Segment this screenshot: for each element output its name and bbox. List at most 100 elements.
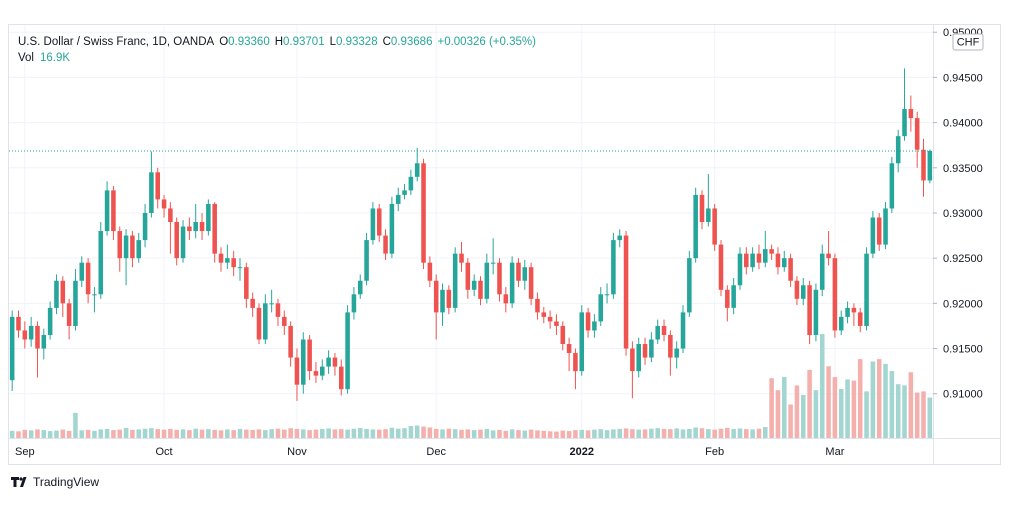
candle-body (895, 136, 901, 164)
logo-dot (19, 477, 23, 481)
field-value: 0.93328 (336, 36, 378, 48)
volume-bar (187, 430, 192, 438)
volume-bar (351, 428, 357, 438)
volume-bar (864, 391, 869, 438)
volume-bar (301, 429, 306, 438)
volume-bar (497, 429, 502, 438)
y-tick-label: 0.93500 (943, 163, 983, 175)
legend-header: U.S. Dollar / Swiss Franc, 1D, OANDA O0.9… (18, 36, 536, 48)
candle-body (440, 289, 445, 313)
candle-body (788, 258, 793, 281)
volume-bar (92, 430, 97, 438)
candle-body (193, 222, 198, 232)
volume-bar (149, 428, 154, 438)
volume-bar (54, 430, 59, 438)
candle-body (750, 253, 755, 268)
volume-bar (819, 334, 825, 438)
candle-body (680, 312, 686, 349)
volume-bar (845, 379, 850, 438)
volume-bar (275, 428, 281, 438)
volume-bar (288, 428, 293, 438)
candle-body (117, 231, 123, 259)
volume-pane (9, 334, 933, 438)
y-tick-label: 0.94500 (943, 72, 983, 84)
currency[interactable]: CHF (957, 36, 980, 48)
candle-body (731, 285, 736, 308)
volume-bar (319, 428, 325, 438)
volume-bar (528, 429, 534, 438)
volume-bar (256, 429, 262, 438)
candle-body (908, 109, 914, 119)
volume-bar (522, 430, 528, 438)
candle-body (471, 280, 477, 290)
candle-body (857, 312, 863, 326)
candle-body (345, 312, 350, 390)
volume-bar (763, 427, 768, 438)
volume-bar (427, 427, 433, 438)
volume-bar (838, 388, 844, 438)
x-tick-label: Oct (155, 446, 172, 458)
change: +0.00326 (+0.35%) (437, 36, 536, 48)
currency-badge[interactable] (952, 33, 984, 51)
candle-body (522, 267, 528, 281)
volume-bar (79, 430, 85, 438)
volume-bar (199, 429, 205, 438)
candle-body (218, 253, 224, 263)
volume-bar (313, 429, 319, 438)
volume-bar (706, 429, 711, 438)
x-tick-label: 2022 (570, 446, 594, 458)
candle-body (389, 203, 395, 254)
volume-bar (756, 428, 762, 438)
candle-body (319, 366, 325, 376)
y-tick-label: 0.91000 (943, 389, 983, 401)
candle-body (547, 316, 553, 322)
volume-bar (585, 430, 591, 438)
candle-body (307, 339, 312, 372)
candle-body (566, 344, 572, 354)
brand-logo[interactable]: TradingView (11, 475, 99, 489)
volume-bar (98, 429, 104, 438)
volume-bar (269, 429, 274, 438)
volume-bar (383, 429, 388, 438)
candle-body (687, 258, 692, 313)
volume-bar (769, 378, 774, 438)
candle-body (364, 240, 369, 281)
candle-body (921, 149, 926, 181)
volume-bar (750, 429, 755, 438)
candle-body (326, 357, 331, 367)
volume-bar (395, 428, 401, 438)
volume-bar (111, 430, 116, 438)
volume-bar (433, 428, 439, 438)
volume-bar (282, 429, 287, 438)
candle-body (490, 262, 496, 264)
candle-body (414, 163, 420, 177)
volume-bar (408, 426, 414, 438)
volume-bar (744, 429, 749, 438)
volume-bar (9, 430, 15, 438)
field-value: 0.93701 (283, 36, 325, 48)
candle-body (142, 212, 148, 241)
x-tick-label: Dec (426, 446, 446, 458)
volume-bar (490, 430, 496, 438)
volume-bar (225, 429, 230, 438)
volume-bar (617, 428, 623, 438)
candle-body (630, 348, 635, 372)
x-tick-label: Sep (15, 446, 35, 458)
volume-bar (655, 428, 660, 438)
volume-bar (788, 404, 793, 438)
candle-body (41, 334, 47, 349)
volume-bar (73, 412, 78, 438)
candle-body (674, 348, 679, 358)
candle-body (914, 118, 920, 150)
candle-body (598, 294, 604, 322)
candle-body (661, 325, 667, 335)
candle-body (889, 163, 895, 209)
candle-body (9, 316, 15, 381)
candle-body (800, 285, 806, 299)
volume-bar (857, 359, 863, 438)
candle-body (763, 249, 768, 263)
candle-body (509, 262, 515, 304)
candle-body (535, 298, 540, 313)
volume-bar (592, 429, 597, 438)
candle-body (206, 203, 211, 232)
